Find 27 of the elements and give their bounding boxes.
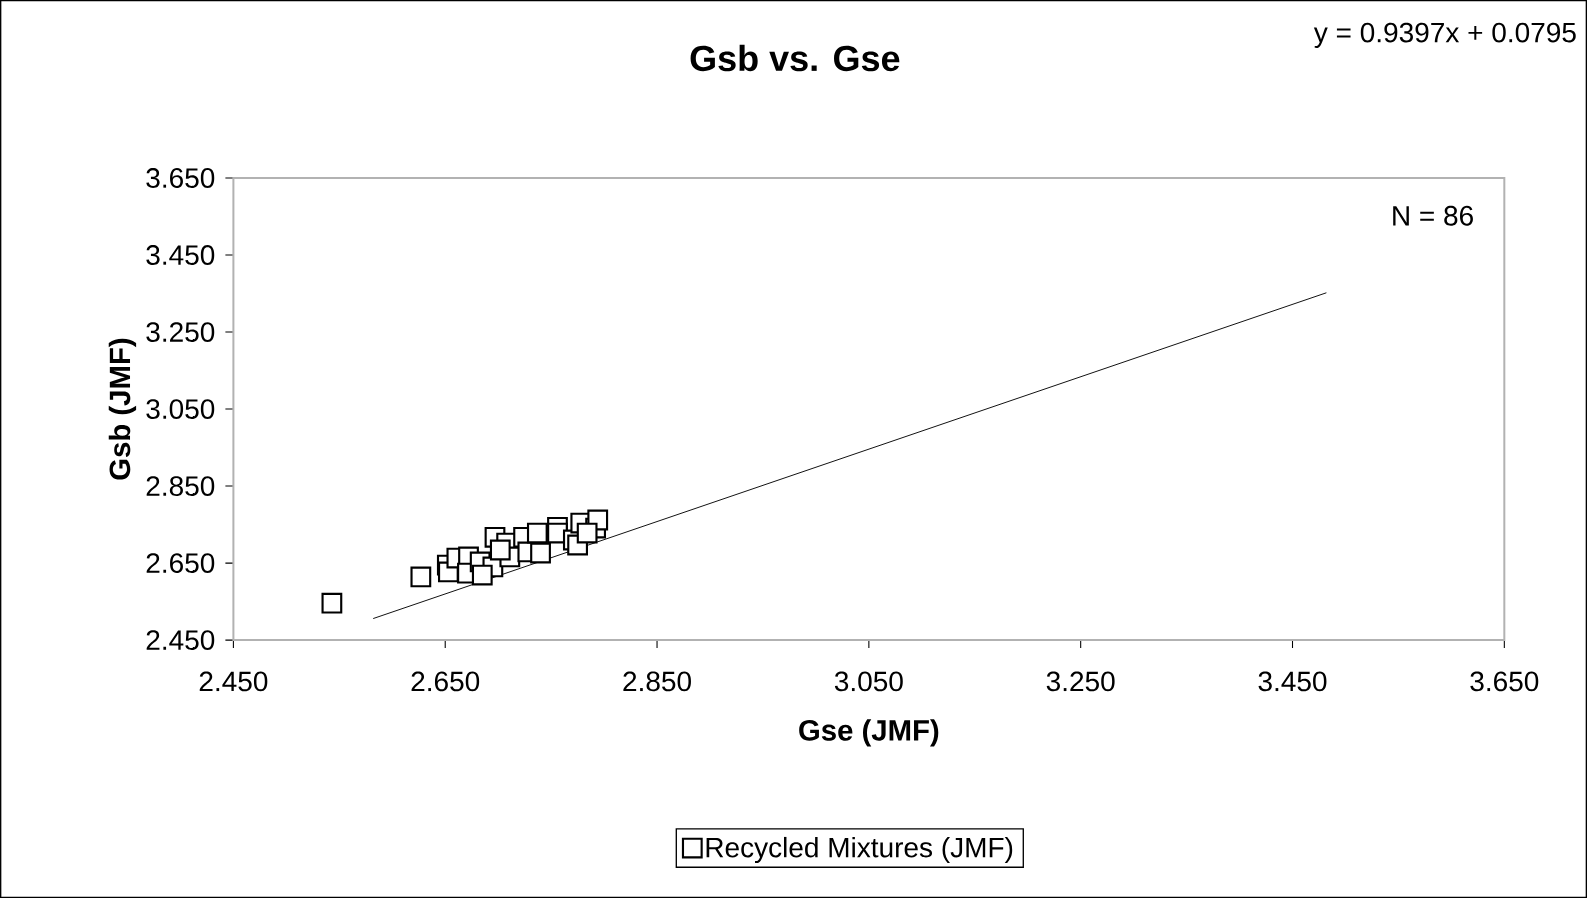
x-tick-label: 3.050 [834, 671, 903, 692]
y-tick-label: 3.250 [146, 322, 215, 342]
x-tick-label: 2.650 [411, 671, 480, 692]
y-tick-label: 3.050 [146, 399, 215, 419]
y-axis-title: Gsb (JMF) [108, 338, 137, 480]
x-tick-label: 3.650 [1470, 671, 1539, 692]
y-tick-label: 2.450 [146, 630, 215, 650]
point [489, 539, 511, 561]
annotation: N = 86 [1393, 205, 1473, 226]
point [576, 522, 598, 544]
y-tick-label: 2.650 [146, 553, 215, 573]
text: y = 0.9397x + 0.0795 [1313, 22, 1576, 48]
point [321, 592, 343, 614]
x-tick-label: 2.450 [199, 671, 268, 692]
point [530, 542, 551, 564]
point [471, 564, 493, 586]
y-tick-label: 3.450 [146, 245, 215, 265]
x-axis-title: Gse (JMF) [799, 719, 939, 747]
point [526, 522, 548, 544]
legend-label: Recycled Mixtures (JMF) [706, 836, 1013, 863]
x-tick-label: 3.250 [1046, 671, 1115, 692]
y-tick-label: 3.650 [146, 168, 215, 188]
point [410, 566, 432, 588]
x-tick-label: 3.450 [1258, 671, 1327, 692]
chart-title: Gsb vs. Gse [690, 44, 900, 72]
y-tick-label: 2.850 [146, 476, 215, 496]
x-tick-label: 2.850 [623, 671, 691, 692]
